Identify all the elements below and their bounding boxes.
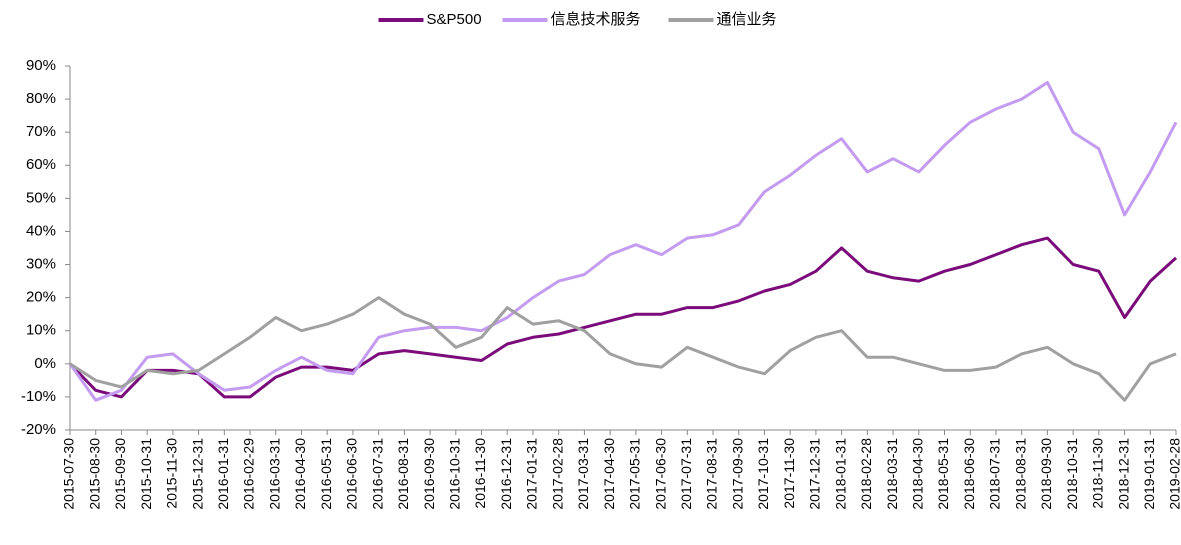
x-tick-label: 2017-06-30 [652,438,668,510]
x-tick-label: 2018-05-31 [935,438,951,510]
x-tick-label: 2015-11-30 [164,438,180,509]
x-tick-label: 2015-09-30 [112,438,128,510]
x-tick-label: 2017-01-31 [524,438,540,510]
x-tick-label: 2016-12-31 [498,438,514,510]
x-tick-label: 2017-09-30 [729,438,745,510]
legend-label: S&P500 [427,11,482,28]
x-tick-label: 2019-02-28 [1167,438,1181,510]
x-tick-label: 2017-10-31 [755,438,771,510]
legend-label: 通信业务 [717,11,777,28]
y-tick-label: 0% [34,355,56,372]
y-tick-label: 20% [26,289,56,306]
x-tick-label: 2018-12-31 [1115,438,1131,510]
x-tick-label: 2018-02-28 [858,438,874,510]
y-tick-label: 10% [26,322,56,339]
x-tick-label: 2017-08-31 [704,438,720,510]
x-tick-label: 2019-01-31 [1141,438,1157,510]
series-line [68,81,1178,402]
x-tick-label: 2017-05-31 [627,438,643,510]
x-tick-label: 2015-12-31 [189,438,205,510]
x-tick-label: 2018-06-30 [961,438,977,510]
y-tick-label: 90% [26,57,56,74]
x-tick-label: 2016-06-30 [344,438,360,510]
x-tick-label: 2015-10-31 [138,438,154,510]
x-tick-label: 2017-02-28 [549,438,565,510]
x-tick-label: 2018-10-31 [1064,438,1080,510]
x-tick-label: 2018-09-30 [1038,438,1054,510]
x-tick-label: 2016-09-30 [421,438,437,510]
y-tick-label: 30% [26,256,56,273]
legend-label: 信息技术服务 [551,11,641,28]
x-tick-label: 2016-10-31 [447,438,463,510]
x-tick-label: 2018-08-31 [1012,438,1028,510]
y-tick-label: 70% [26,123,56,140]
x-tick-label: 2018-04-30 [909,438,925,510]
x-tick-label: 2016-03-31 [266,438,282,510]
x-tick-label: 2016-01-31 [215,438,231,510]
x-tick-label: 2017-11-30 [781,438,797,509]
x-tick-label: 2018-07-31 [987,438,1003,510]
x-tick-label: 2017-12-31 [807,438,823,510]
y-tick-label: 80% [26,90,56,107]
y-tick-label: 60% [26,156,56,173]
x-tick-label: 2016-02-29 [241,438,257,510]
x-tick-label: 2018-11-30 [1090,438,1106,509]
x-tick-label: 2016-08-31 [395,438,411,510]
x-tick-label: 2017-03-31 [575,438,591,510]
series-line [69,296,1177,402]
y-tick-label: 40% [26,222,56,239]
x-tick-label: 2016-05-31 [318,438,334,510]
x-tick-label: 2016-04-30 [292,438,308,510]
x-tick-label: 2015-08-30 [86,438,102,510]
x-tick-label: 2016-11-30 [472,438,488,509]
x-tick-label: 2017-07-31 [678,438,694,510]
x-tick-label: 2016-07-31 [369,438,385,510]
x-tick-label: 2018-03-31 [884,438,900,510]
x-tick-label: 2015-07-30 [61,438,77,510]
y-tick-label: -10% [21,388,56,405]
x-tick-label: 2017-04-30 [601,438,617,510]
series-line [68,236,1178,399]
x-tick-label: 2018-01-31 [832,438,848,510]
y-tick-label: -20% [21,421,56,438]
y-tick-label: 50% [26,189,56,206]
